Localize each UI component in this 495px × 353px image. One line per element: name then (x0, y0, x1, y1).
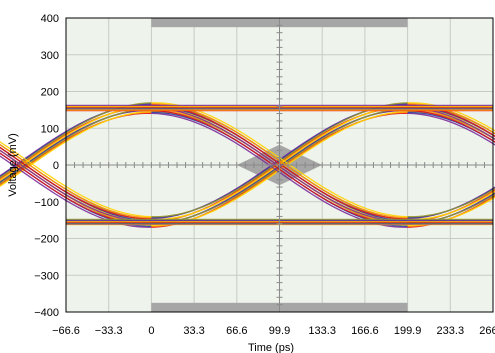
x-tick-label: 199.9 (394, 325, 422, 337)
y-axis-title: Voltage (mV) (7, 133, 19, 197)
y-tick-label: 100 (41, 123, 59, 135)
x-tick-label: 99.9 (269, 325, 290, 337)
eye-trace (0, 110, 152, 188)
eye-trace (407, 109, 495, 143)
eye-trace (407, 110, 495, 141)
eye-trace (0, 146, 152, 220)
x-tick-labels: −66.6 −33.3 0 33.3 66.6 99.9 133.3 166.6 199.9 23… (52, 325, 495, 337)
y-tick-label: −400 (34, 307, 59, 319)
eye-trace (407, 104, 495, 137)
eye-trace (407, 106, 495, 140)
x-axis-title: Time (ps) (248, 342, 294, 353)
eye-trace (0, 107, 152, 185)
x-tick-label: 0 (148, 325, 154, 337)
eye-trace (0, 102, 152, 179)
eye-trace (407, 105, 495, 135)
eye-trace (407, 111, 495, 143)
eye-trace (407, 196, 495, 226)
plot-border (65, 17, 494, 313)
eye-trace (0, 143, 152, 219)
x-tick-label: 266.6 (479, 325, 495, 337)
y-tick-label: 0 (53, 160, 59, 172)
y-tick-label: −300 (34, 270, 59, 282)
eye-trace (407, 103, 495, 135)
y-tick-label: 200 (41, 87, 59, 99)
center-crosshair (65, 17, 494, 313)
x-tick-label: −66.6 (52, 325, 80, 337)
eye-trace (407, 190, 495, 221)
eye-trace (0, 105, 152, 182)
y-tick-label: −200 (34, 234, 59, 246)
x-tick-label: 33.3 (183, 325, 204, 337)
eye-trace (407, 105, 495, 138)
x-tick-label: 166.6 (351, 325, 379, 337)
y-tick-label: 400 (41, 13, 59, 25)
eye-trace (407, 193, 495, 224)
y-tick-label: 300 (41, 50, 59, 62)
x-tick-label: −33.3 (95, 325, 123, 337)
x-tick-label: 133.3 (308, 325, 336, 337)
eye-trace (407, 112, 495, 146)
eye-trace (407, 108, 495, 140)
y-tick-labels: 400 300 200 100 0 −100 −200 −300 −400 (34, 13, 59, 319)
eye-trace (0, 152, 152, 225)
y-tick-label: −100 (34, 197, 59, 209)
eye-trace (0, 141, 152, 218)
x-tick-label: 66.6 (226, 325, 247, 337)
x-tick-label: 233.3 (437, 325, 465, 337)
eye-trace (407, 107, 495, 138)
eye-trace (0, 149, 152, 223)
eye-trace (407, 187, 495, 218)
